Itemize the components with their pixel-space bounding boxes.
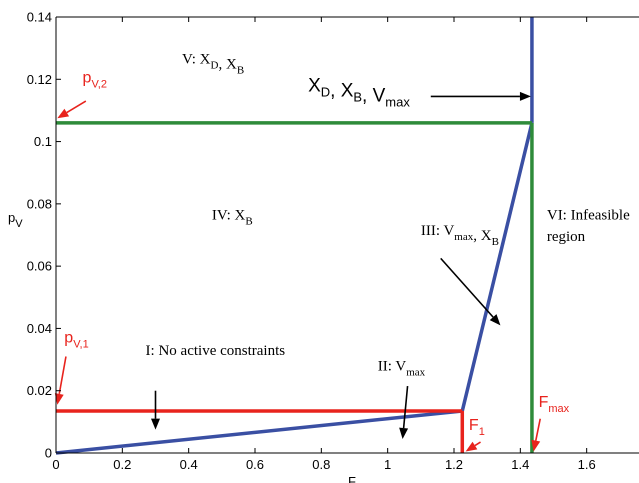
annotation-region-iii: III: Vmax, XB (421, 223, 499, 248)
x-tick-label: 1.2 (445, 457, 463, 472)
x-tick-label: 0.8 (312, 457, 330, 472)
axes-group (55, 16, 639, 454)
annotation-arrow-7 (535, 418, 542, 441)
annotation-point-xd-xb-vmax: XD, XB, Vmax (308, 76, 410, 110)
y-tick-label: 0.1 (34, 134, 52, 149)
x-tick-label: 0.2 (113, 457, 131, 472)
y-tick-label: 0.02 (27, 383, 52, 398)
y-tick-label: 0.06 (27, 259, 52, 274)
x-tick-label: 1.4 (511, 457, 529, 472)
x-tick-label: 1.6 (578, 457, 596, 472)
annotation-point-pv1: pV,1 (64, 329, 88, 350)
x-axis-label: F (348, 474, 356, 483)
y-tick-label: 0.08 (27, 196, 52, 211)
annotation-arrowhead-6 (465, 441, 478, 452)
annotation-region-vi-line2: region (547, 229, 586, 245)
annotation-region-v: V: XD, XB (182, 52, 244, 77)
annotation-point-fmax: Fmax (539, 394, 570, 415)
annotation-region-vi-line1: VI: Infeasible (547, 207, 630, 223)
annotation-arrowhead-7 (531, 439, 541, 452)
x-tick-label: 0.6 (246, 457, 264, 472)
y-axis-label: pV (8, 210, 23, 230)
annotation-arrow-4 (66, 100, 87, 114)
annotation-arrowhead-1 (151, 418, 160, 430)
series-line-blue-0 (55, 409, 463, 455)
annotation-region-iv: IV: XB (212, 207, 253, 227)
ticks-group: 00.20.40.60.811.21.41.61.800.020.040.060… (27, 10, 596, 473)
arrows-group (54, 91, 542, 452)
annotation-arrow-2 (402, 385, 409, 429)
annotation-arrow-3 (440, 257, 494, 318)
annotation-arrowhead-2 (399, 427, 409, 439)
y-tick-label: 0 (45, 446, 52, 461)
annotation-point-f1: F1 (469, 417, 485, 438)
annotations-group: V: XD, XB IV: XB III: Vmax, XB VI: Infeasib… (64, 52, 630, 438)
annotation-region-i: I: No active constraints (146, 343, 286, 359)
annotation-arrow-5 (58, 356, 67, 395)
series-line-blue-1 (460, 122, 534, 412)
x-tick-label: 1 (384, 457, 391, 472)
annotation-arrowhead-3 (489, 314, 501, 326)
annotation-arrowhead-4 (57, 108, 70, 119)
x-tick-label: 0.4 (180, 457, 198, 472)
series-group (55, 17, 534, 455)
plot-area (56, 17, 639, 453)
x-tick-label: 0 (52, 457, 59, 472)
y-tick-label: 0.04 (27, 321, 52, 336)
annotation-point-pv2: pV,2 (83, 69, 107, 90)
annotation-arrow-6 (474, 441, 481, 447)
annotation-arrowhead-5 (54, 393, 64, 405)
y-tick-label: 0.12 (27, 72, 52, 87)
y-tick-label: 0.14 (27, 10, 52, 25)
annotation-region-ii: II: Vmax (378, 358, 426, 378)
annotation-arrowhead-0 (519, 91, 531, 101)
